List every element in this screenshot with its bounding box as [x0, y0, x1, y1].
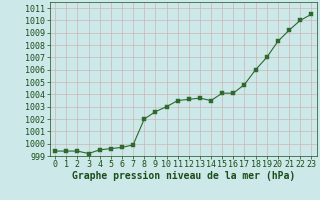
- X-axis label: Graphe pression niveau de la mer (hPa): Graphe pression niveau de la mer (hPa): [72, 171, 295, 181]
